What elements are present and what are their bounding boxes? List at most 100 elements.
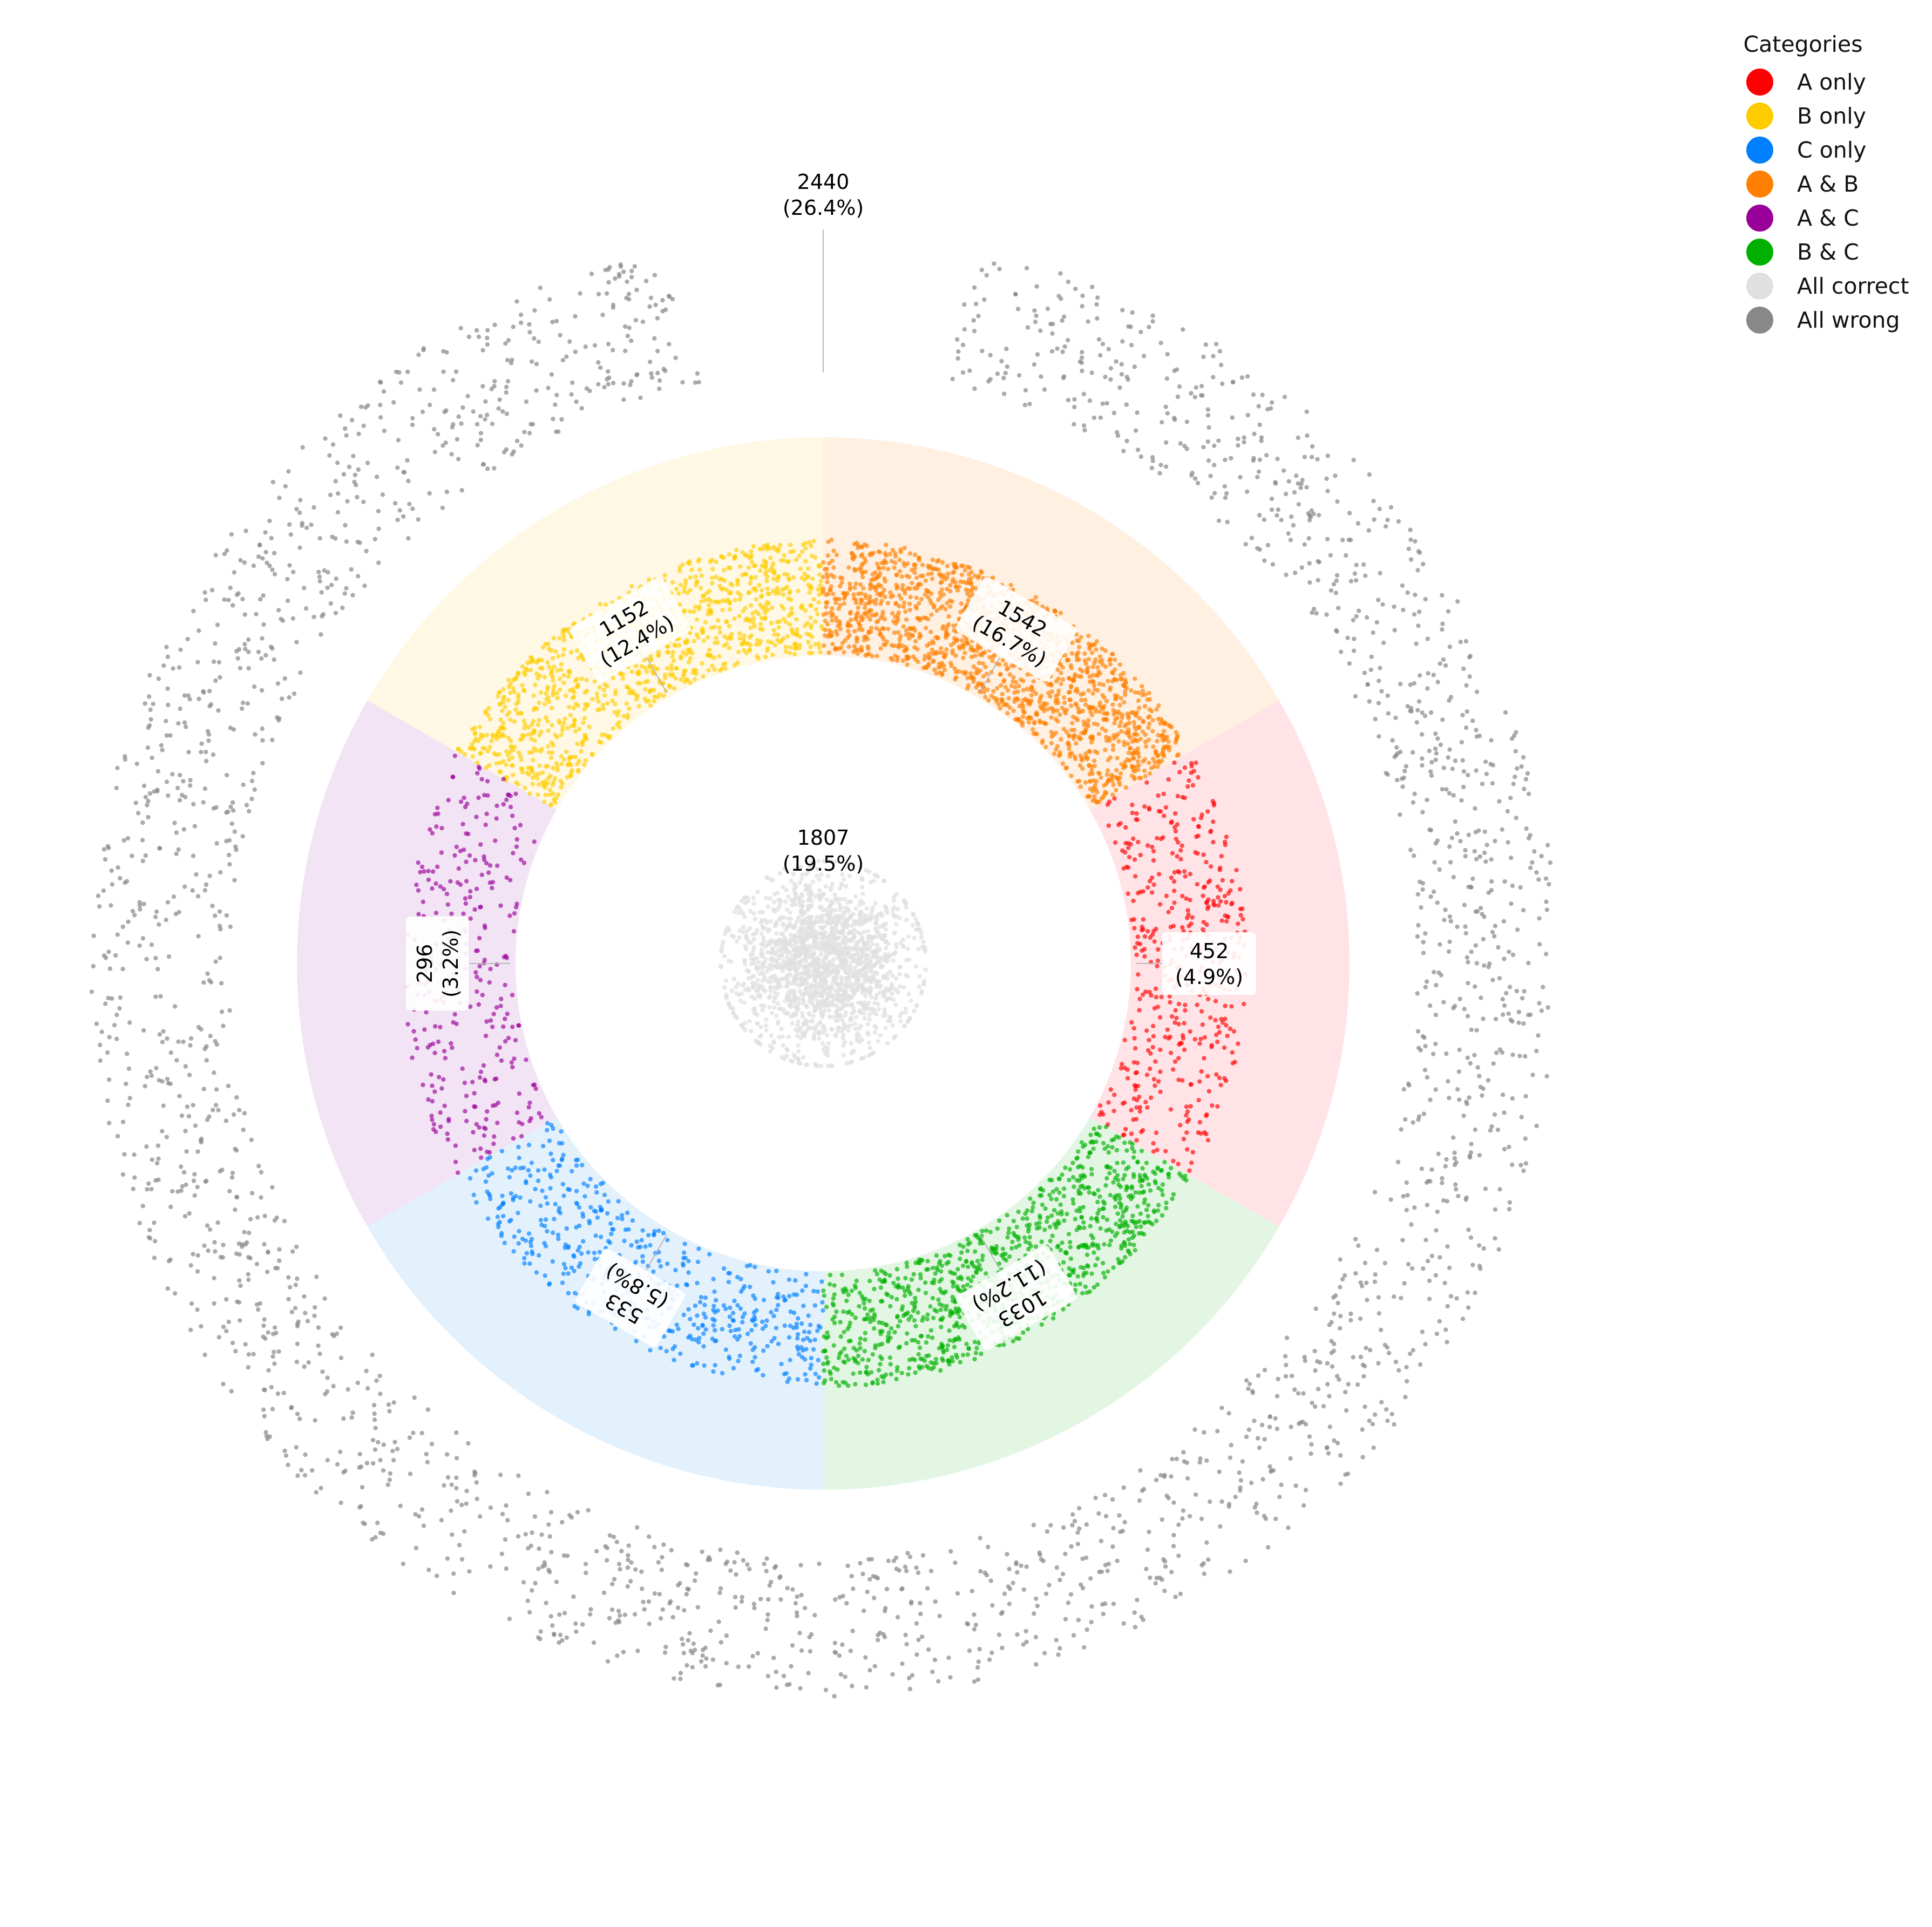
point-b-only: [717, 630, 722, 635]
point-b-only: [665, 650, 670, 655]
point-a-only: [1163, 1149, 1168, 1154]
point-a-b: [901, 604, 906, 609]
point-a-b: [1126, 716, 1131, 721]
point-c-only: [732, 1298, 737, 1304]
point-a-only: [1137, 1105, 1143, 1110]
point-a-c: [507, 913, 512, 918]
point-a-b: [863, 592, 868, 598]
point-c-only: [803, 1372, 808, 1377]
point-a-b: [823, 619, 828, 623]
point-b-only: [805, 566, 811, 571]
point-a-b: [905, 662, 910, 667]
point-c-only: [570, 1169, 574, 1173]
point-b-only: [783, 644, 789, 649]
point-c-only: [702, 1302, 707, 1307]
point-c-only: [530, 1249, 534, 1254]
point-a-b: [1069, 703, 1074, 708]
point-b-c: [925, 1312, 930, 1317]
point-b-only: [809, 586, 814, 591]
point-b-c: [1021, 1330, 1026, 1335]
point-a-b: [928, 598, 933, 603]
point-a-b: [926, 616, 931, 622]
point-b-only: [655, 695, 660, 700]
point-c-only: [675, 1283, 680, 1288]
point-a-b: [1161, 746, 1165, 751]
point-a-b: [980, 650, 985, 656]
point-b-c: [875, 1378, 880, 1382]
point-a-b: [1123, 785, 1128, 790]
point-b-only: [624, 684, 629, 689]
point-a-c: [476, 764, 482, 769]
point-b-c: [828, 1272, 833, 1278]
point-a-b: [904, 632, 909, 637]
point-c-only: [774, 1295, 779, 1300]
point-b-only: [764, 559, 769, 565]
point-a-c: [443, 1056, 448, 1061]
point-a-b: [944, 652, 948, 657]
point-a-only: [1168, 925, 1173, 929]
point-a-only: [1218, 887, 1223, 892]
point-b-only: [561, 673, 567, 678]
point-a-b: [917, 555, 921, 561]
point-c-only: [572, 1304, 577, 1309]
point-a-b: [1123, 680, 1128, 685]
point-a-b: [1000, 691, 1005, 697]
point-a-b: [1158, 717, 1163, 722]
point-b-only: [472, 725, 477, 730]
point-a-only: [1214, 1033, 1219, 1037]
point-b-only: [813, 642, 818, 647]
point-b-c: [1096, 1188, 1101, 1193]
point-a-b: [1091, 680, 1096, 684]
point-b-only: [555, 696, 560, 701]
point-b-only: [674, 666, 679, 671]
point-b-only: [648, 703, 653, 708]
point-b-c: [872, 1286, 877, 1292]
point-a-c: [472, 1091, 477, 1096]
point-a-c: [460, 822, 465, 827]
point-b-c: [1113, 1204, 1118, 1209]
point-c-only: [809, 1355, 814, 1361]
point-b-only: [531, 718, 536, 724]
point-b-only: [484, 732, 490, 738]
point-c-only: [804, 1347, 809, 1352]
point-b-only: [733, 598, 737, 602]
point-b-only: [732, 663, 737, 668]
point-b-c: [1079, 1176, 1084, 1180]
point-b-c: [821, 1361, 826, 1366]
point-b-only: [727, 646, 732, 650]
point-a-c: [461, 911, 466, 917]
point-b-c: [1128, 1252, 1133, 1257]
point-b-c: [1072, 1184, 1076, 1189]
point-c-only: [496, 1225, 501, 1230]
point-a-only: [1171, 1158, 1176, 1164]
point-a-only: [1131, 1117, 1136, 1122]
point-a-only: [1171, 879, 1177, 884]
point-b-c: [879, 1374, 884, 1379]
point-b-c: [1139, 1149, 1144, 1154]
point-c-only: [529, 1237, 534, 1241]
point-b-c: [831, 1296, 836, 1301]
point-b-only: [561, 757, 567, 762]
point-b-only: [701, 594, 706, 599]
point-c-only: [735, 1337, 740, 1342]
point-b-only: [741, 609, 745, 614]
point-a-b: [916, 581, 921, 587]
point-c-only: [490, 1171, 494, 1176]
point-b-only: [693, 574, 698, 579]
point-a-only: [1223, 1016, 1228, 1021]
point-a-b: [1056, 688, 1061, 694]
point-c-only: [543, 1224, 547, 1229]
point-a-b: [1149, 709, 1154, 714]
point-b-c: [925, 1317, 930, 1322]
point-c-only: [701, 1331, 706, 1336]
point-c-only: [512, 1234, 517, 1239]
point-a-b: [907, 601, 912, 606]
point-a-c: [467, 853, 472, 858]
point-a-b: [1003, 684, 1008, 690]
point-b-only: [722, 568, 727, 573]
point-a-b: [1110, 743, 1116, 748]
point-b-only: [798, 634, 803, 639]
point-a-b: [821, 560, 826, 565]
point-b-only: [547, 664, 552, 669]
point-a-b: [1108, 662, 1113, 667]
